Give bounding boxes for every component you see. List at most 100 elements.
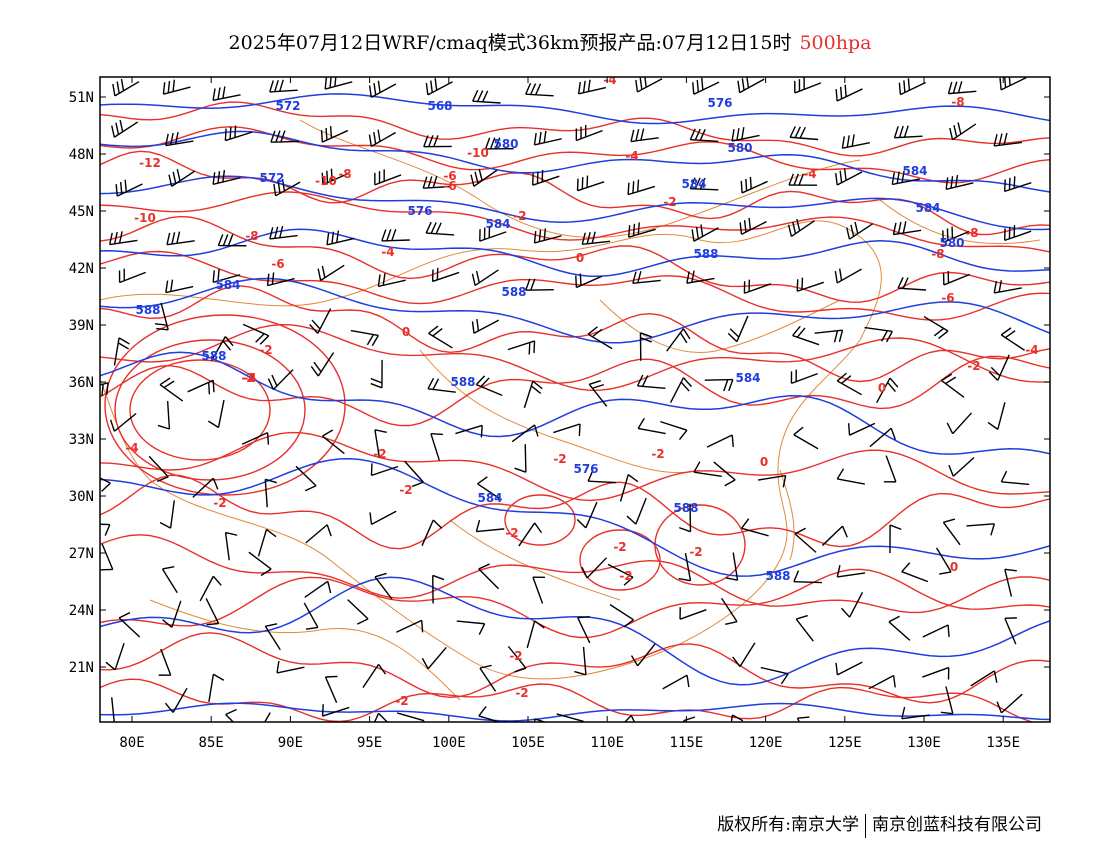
temperature-label: -2 (213, 496, 226, 510)
title-level: 500hpa (799, 32, 872, 54)
temperature-label: -4 (381, 245, 394, 259)
wind-barb (636, 374, 666, 389)
wind-barb (556, 713, 585, 722)
wind-barb (478, 563, 500, 590)
wind-barb (166, 231, 195, 246)
wind-barb (470, 168, 498, 187)
geopotential-contour (100, 130, 1050, 193)
temperature-label: -8 (965, 226, 978, 240)
geopotential-label: 572 (259, 171, 284, 185)
wind-barb (212, 169, 241, 185)
temperature-contour (100, 215, 1050, 303)
wind-barb (165, 132, 194, 147)
wind-barb (257, 528, 277, 557)
wind-barb (368, 129, 396, 148)
wind-barb (430, 433, 443, 461)
wind-barb (159, 500, 175, 529)
wind-barb (224, 531, 238, 561)
wind-barb (118, 611, 141, 638)
wind-barb (381, 228, 410, 242)
geopotential-label: 584 (735, 371, 760, 385)
wind-barb (666, 328, 691, 352)
geopotential-label: 588 (201, 349, 226, 363)
wind-barb (706, 434, 734, 448)
lat-label: 51N (69, 90, 94, 106)
wind-barb (362, 663, 387, 688)
lon-label: 105E (511, 735, 545, 751)
wind-barb (794, 527, 817, 553)
wind-barb (187, 379, 215, 395)
wind-barb (514, 444, 527, 473)
wind-barb (901, 706, 930, 720)
wind-barb (112, 78, 140, 97)
temperature-contour (100, 678, 1036, 722)
temperature-label: -4 (1025, 343, 1038, 357)
wind-barb (532, 576, 545, 604)
wind-barb (1000, 470, 1030, 486)
wind-barb (704, 378, 734, 392)
wind-barb (731, 127, 760, 142)
wind-barb (103, 697, 115, 722)
wind-barb (212, 86, 241, 101)
wind-barb (662, 674, 690, 690)
temperature-label: -4 (603, 73, 616, 87)
wind-barb (635, 77, 663, 93)
geopotential-label: 572 (275, 99, 300, 113)
wind-barb (100, 477, 111, 492)
wind-barb (324, 77, 353, 90)
wind-barb (212, 268, 241, 283)
wind-barb (161, 565, 178, 594)
wind-barb (790, 369, 818, 385)
wind-barb (266, 272, 295, 287)
geopotential-contour (100, 702, 1050, 722)
wind-barb (627, 179, 656, 196)
wind-barb (787, 218, 815, 237)
temperature-label: -2 (619, 569, 632, 583)
wind-barb (305, 524, 332, 544)
temperature-label: -8 (931, 247, 944, 261)
geopotential-label: 580 (493, 137, 518, 151)
wind-barb (421, 646, 447, 670)
wind-barb (425, 78, 453, 96)
wind-barb (889, 524, 902, 554)
geopotential-label: 588 (450, 375, 475, 389)
wind-barb (897, 277, 927, 291)
wind-barb (368, 80, 397, 99)
temperature-label: -2 (509, 649, 522, 663)
wind-barb (396, 619, 424, 633)
wind-barb (577, 79, 607, 95)
wind-barb (475, 375, 503, 397)
temperature-label: -2 (373, 447, 386, 461)
temperature-label: -2 (505, 526, 518, 540)
lon-label: 95E (357, 735, 382, 751)
wind-barb (835, 84, 863, 102)
wind-barb (923, 315, 949, 339)
wind-barb (689, 177, 719, 191)
wind-barbs (100, 77, 1032, 722)
geopotential-contour (100, 93, 1050, 125)
wind-barb (587, 469, 617, 484)
wind-barb (248, 551, 272, 577)
footer-left: 版权所有:南京大学 (717, 815, 859, 835)
lat-label: 42N (69, 261, 94, 277)
wind-barb (901, 562, 929, 583)
wind-barb (713, 461, 736, 487)
wind-barb (217, 234, 247, 247)
wind-barb (868, 674, 896, 690)
geopotential-label: 588 (135, 303, 160, 317)
lon-label: 100E (432, 735, 466, 751)
wind-barb (1000, 327, 1025, 351)
wind-barb (432, 574, 445, 604)
temperature-label: -12 (139, 156, 161, 170)
wind-barb (374, 572, 393, 600)
wind-barb (966, 523, 996, 536)
wind-barb (309, 308, 332, 334)
temperature-label: -2 (395, 694, 408, 708)
geopotential-label: 576 (707, 96, 732, 110)
wind-barb (477, 476, 502, 500)
temperature-label: -2 (651, 447, 664, 461)
temperature-contour-loop (104, 314, 346, 496)
wind-barb (159, 377, 184, 402)
wind-barb (987, 402, 1006, 430)
wind-barb (479, 664, 497, 692)
